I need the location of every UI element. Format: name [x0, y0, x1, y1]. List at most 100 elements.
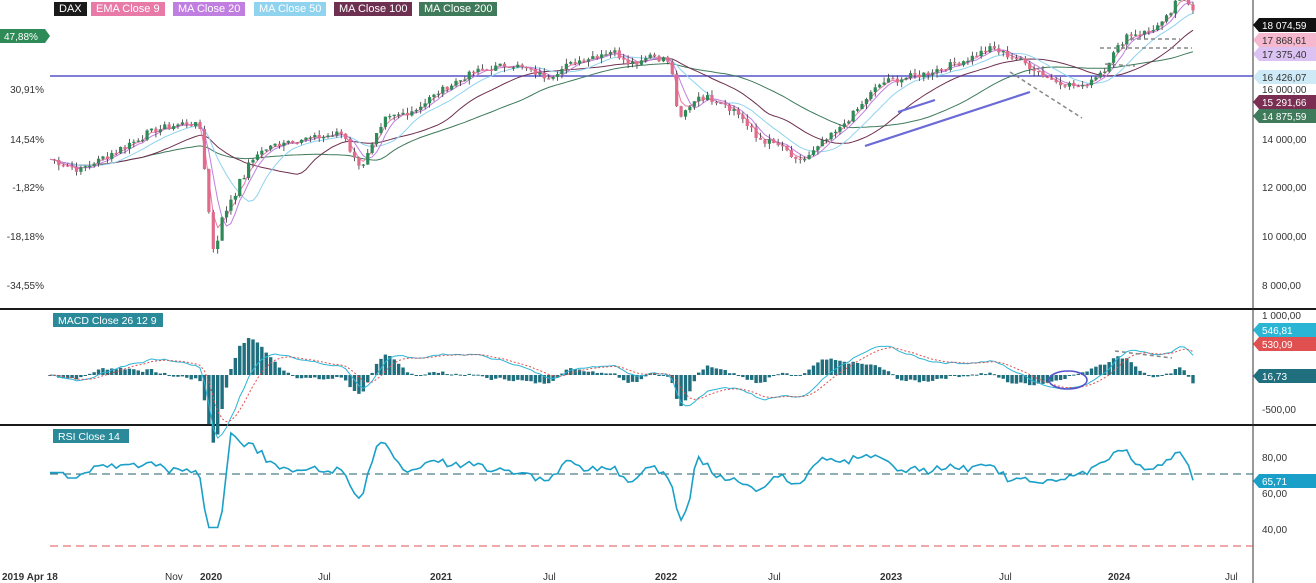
macd-histogram-bar — [494, 375, 498, 379]
candle-body — [286, 140, 290, 143]
macd-histogram-bar — [299, 375, 304, 379]
macd-histogram-bar — [895, 375, 900, 379]
macd-histogram-bar — [1010, 375, 1014, 384]
macd-histogram-bar — [1058, 375, 1063, 381]
candle-body — [335, 131, 339, 136]
candle-body — [348, 139, 352, 152]
candle-body — [948, 62, 952, 70]
candle-body — [719, 102, 723, 104]
legend-item-1[interactable]: EMA Close 9 — [91, 2, 165, 16]
macd-histogram-bar — [1001, 375, 1005, 379]
candle-body — [255, 154, 260, 160]
macd-histogram-bar — [833, 360, 838, 375]
ma200-line — [49, 51, 1194, 166]
macd-histogram-bar — [92, 372, 96, 375]
candle-body — [595, 56, 599, 59]
candle-body — [269, 145, 273, 150]
macd-histogram-bar — [873, 365, 877, 375]
candle-body — [52, 159, 57, 161]
macd-histogram-bar — [366, 375, 370, 383]
candle-body — [1134, 34, 1138, 36]
macd-histogram-bar — [180, 375, 185, 377]
candle-body — [313, 135, 317, 138]
candle-body — [1129, 34, 1133, 36]
candle-body — [692, 101, 696, 107]
candle-body — [1186, 0, 1191, 5]
macd-histogram-bar — [697, 372, 701, 375]
candle-body — [622, 58, 626, 60]
macd-histogram-bar — [1186, 375, 1191, 377]
candle-body — [295, 142, 299, 145]
candle-body — [317, 135, 321, 139]
x-axis-label: 2022 — [655, 572, 678, 583]
candle-body — [220, 217, 224, 241]
candle-body — [723, 103, 727, 105]
candle-body — [538, 72, 542, 75]
candle-body — [675, 74, 679, 107]
signal-line — [49, 347, 1194, 423]
left-axis-label: -34,55% — [7, 281, 44, 292]
candle-body — [1151, 30, 1155, 32]
macd-histogram-bar — [652, 373, 657, 375]
candle-body — [542, 72, 546, 79]
macd-histogram-bar — [692, 375, 697, 382]
candle-body — [926, 72, 930, 75]
macd-histogram-bar — [524, 375, 529, 381]
macd-histogram-bar — [776, 374, 780, 376]
macd-histogram-bar — [877, 367, 882, 375]
macd-histogram-bar — [983, 374, 988, 376]
candle-body — [1067, 82, 1072, 87]
macd-histogram-bar — [471, 374, 476, 376]
macd-histogram-bar — [957, 375, 961, 378]
macd-histogram-bar — [851, 361, 855, 375]
candle-body — [670, 61, 674, 75]
macd-histogram-bar — [952, 375, 957, 376]
candle-body — [1050, 78, 1054, 80]
macd-histogram-bar — [189, 375, 193, 380]
macd-histogram-bar — [441, 371, 445, 375]
candle-body — [789, 150, 794, 157]
candle-body — [931, 72, 935, 75]
candle-body — [246, 162, 251, 179]
candle-body — [361, 164, 365, 166]
candle-body — [463, 79, 467, 81]
candle-body — [1032, 69, 1036, 72]
macd-histogram-bar — [864, 364, 869, 375]
macd-histogram-bar — [167, 375, 171, 376]
candle-body — [551, 76, 555, 79]
right-axis-label: 16 000,00 — [1262, 85, 1307, 96]
candle-body — [785, 145, 789, 151]
candle-body — [754, 127, 758, 138]
legend-item-3[interactable]: MA Close 50 — [254, 2, 327, 16]
macd-histogram-bar — [582, 371, 586, 375]
legend-item-4[interactable]: MA Close 100 — [334, 2, 413, 16]
macd-histogram-bar — [1045, 375, 1050, 383]
legend-item-0[interactable]: DAX — [54, 2, 87, 16]
candle-body — [1054, 79, 1058, 83]
candle-body — [158, 129, 162, 133]
legend-item-5[interactable]: MA Close 200 — [419, 2, 498, 16]
macd-histogram-bar — [926, 375, 930, 382]
candle-body — [119, 146, 123, 154]
candle-body — [630, 61, 635, 65]
right-axis-label: 10 000,00 — [1262, 232, 1307, 243]
macd-histogram-bar — [215, 375, 220, 435]
candle-body — [966, 60, 970, 63]
candle-body — [758, 137, 763, 140]
price-badge: 14 875,59 — [1262, 112, 1307, 123]
macd-histogram-bar — [463, 375, 467, 376]
price-badge-bg — [1253, 109, 1316, 123]
moving-averages — [49, 0, 1194, 229]
macd-histogram-bar — [211, 375, 215, 443]
candle-body — [211, 212, 215, 250]
macd-histogram-bar — [502, 375, 507, 380]
macd-histogram-bar — [891, 374, 895, 376]
candle-body — [750, 125, 754, 128]
candle-body — [582, 60, 586, 62]
macd-histogram-bar — [674, 375, 679, 399]
candle-body — [851, 110, 855, 122]
price-badge: 15 291,66 — [1262, 98, 1307, 109]
candle-body — [251, 159, 255, 163]
legend-item-2[interactable]: MA Close 20 — [173, 2, 246, 16]
macd-histogram-bar — [295, 375, 299, 379]
